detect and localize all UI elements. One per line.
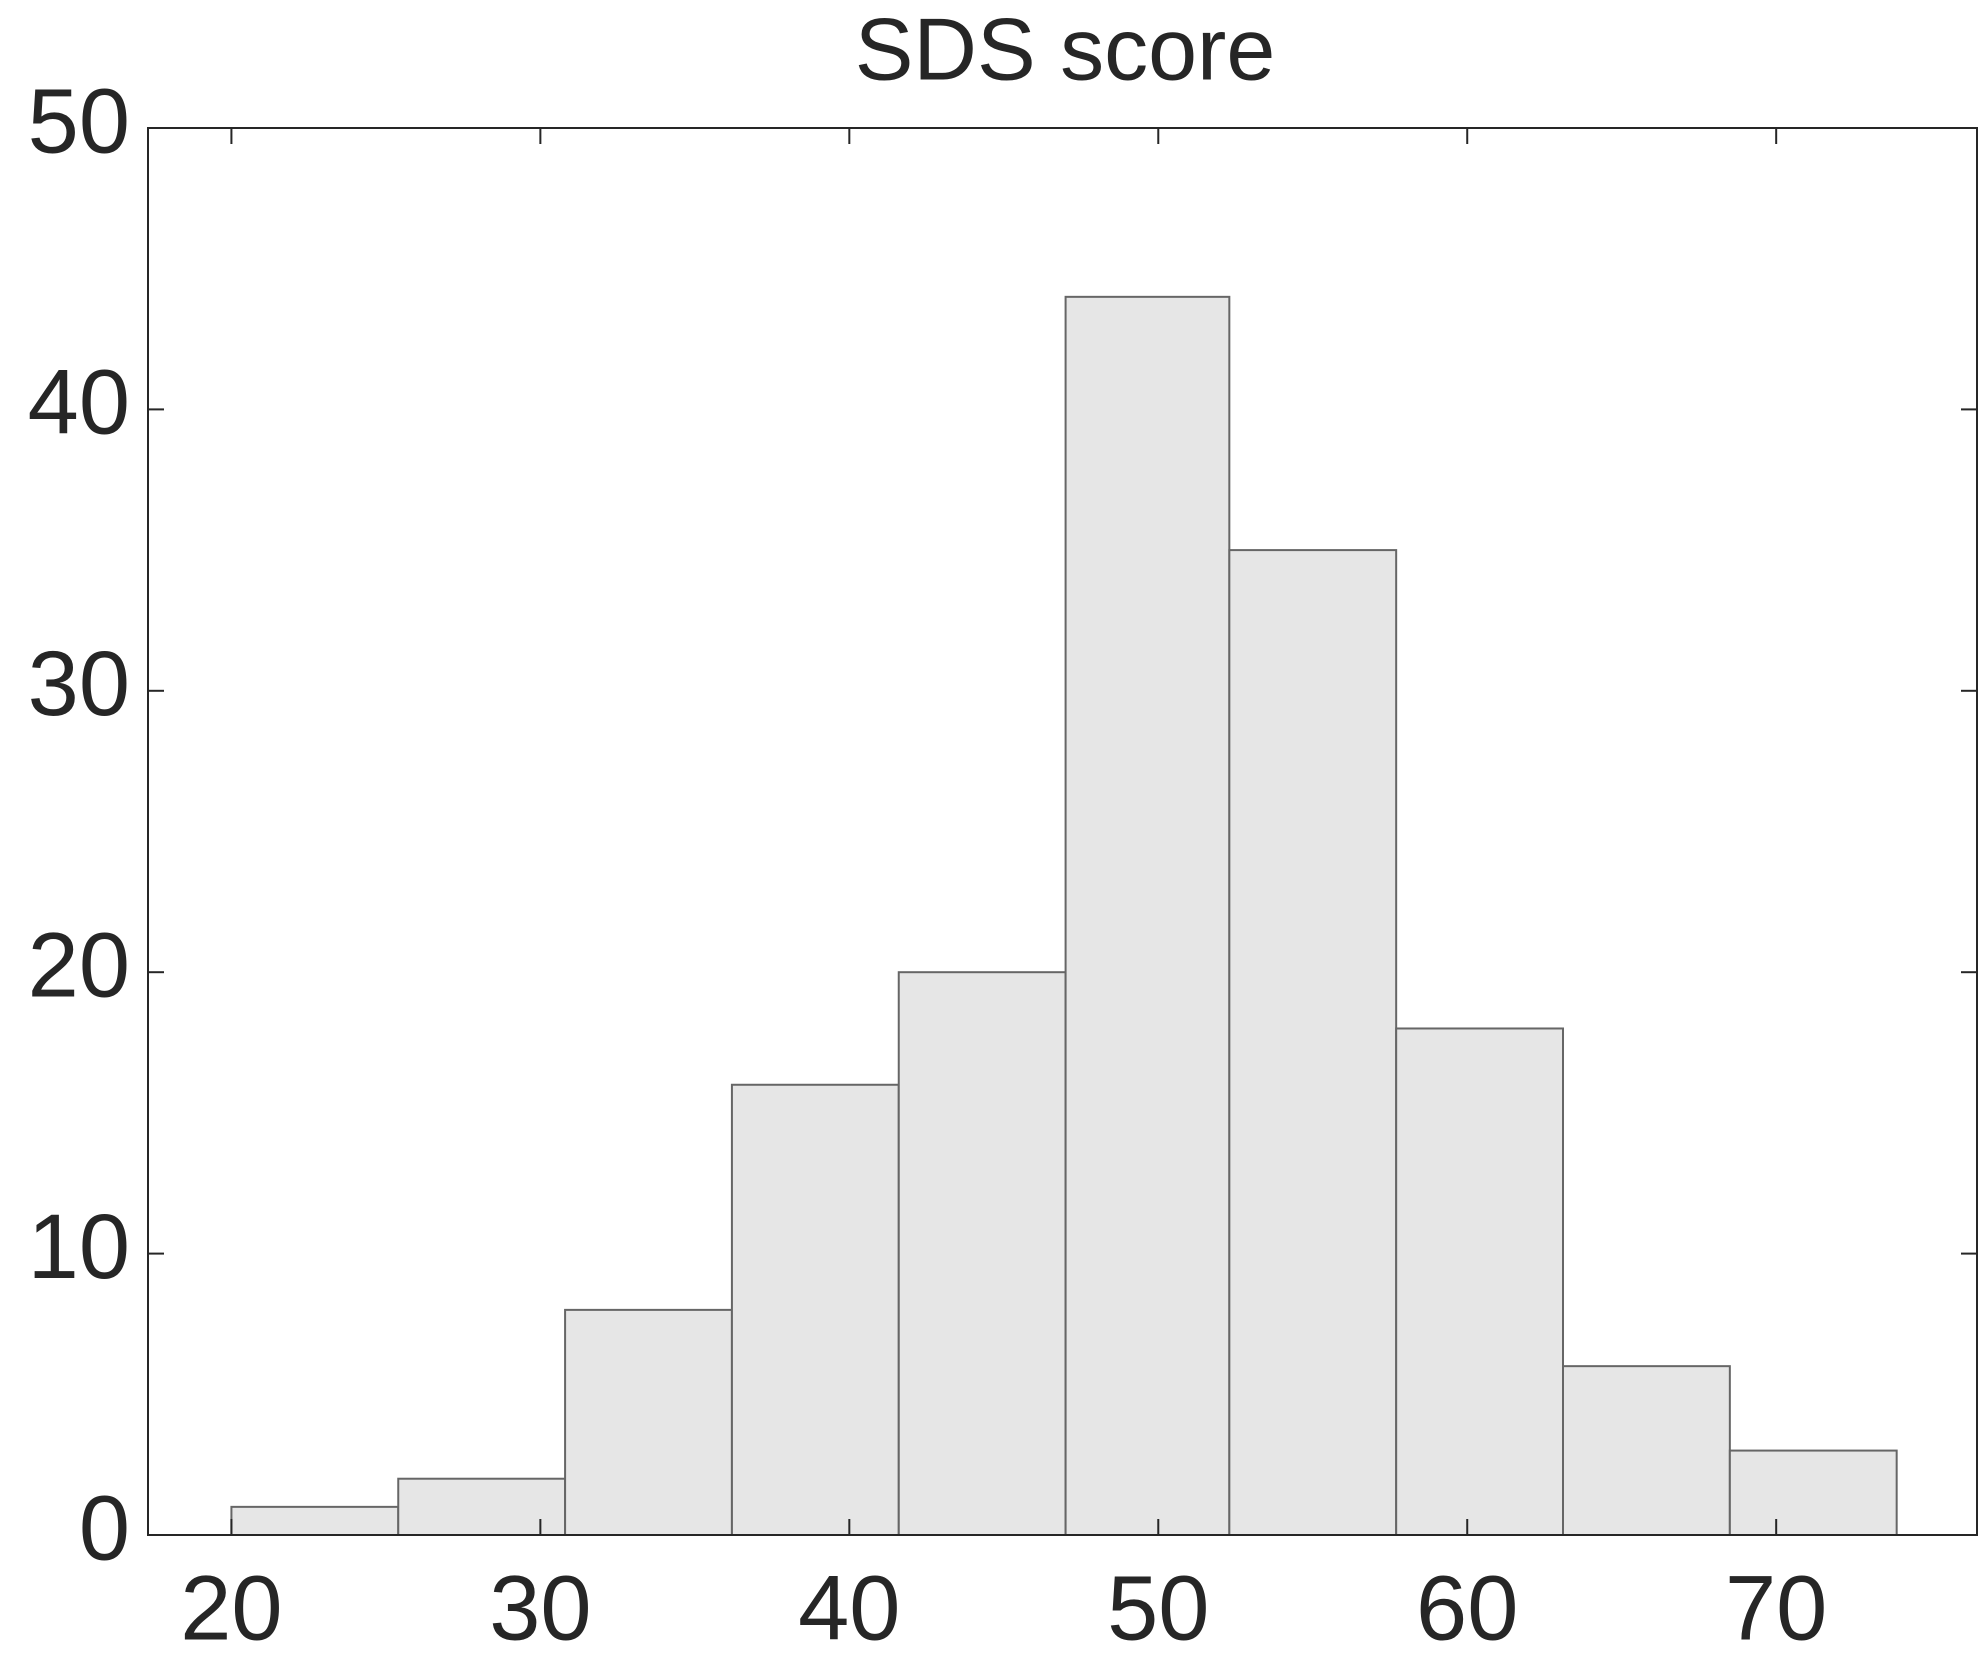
bar xyxy=(1728,1449,1898,1536)
x-tick-label: 70 xyxy=(1725,1557,1827,1659)
y-tick-label: 40 xyxy=(28,352,130,454)
bar xyxy=(564,1308,733,1536)
chart-title: SDS score xyxy=(855,0,1276,98)
bar xyxy=(397,1477,567,1536)
bar xyxy=(1064,295,1231,1537)
x-tick-label: 40 xyxy=(798,1557,900,1659)
x-tick-label: 60 xyxy=(1416,1557,1518,1659)
bar xyxy=(230,1505,400,1536)
x-tick-label: 50 xyxy=(1107,1557,1209,1659)
y-tick-label: 20 xyxy=(28,914,130,1016)
plot-frame xyxy=(147,127,1978,1536)
bar xyxy=(897,971,1067,1536)
y-tick-label: 10 xyxy=(28,1196,130,1298)
x-tick-label: 30 xyxy=(489,1557,591,1659)
y-tick-label: 0 xyxy=(79,1477,130,1579)
bar xyxy=(730,1083,900,1536)
y-tick-label: 30 xyxy=(28,633,130,735)
bar xyxy=(1395,1027,1565,1536)
bar xyxy=(1228,549,1398,1536)
y-tick-label: 50 xyxy=(28,70,130,172)
x-tick-label: 20 xyxy=(180,1557,282,1659)
bar xyxy=(1562,1365,1731,1537)
